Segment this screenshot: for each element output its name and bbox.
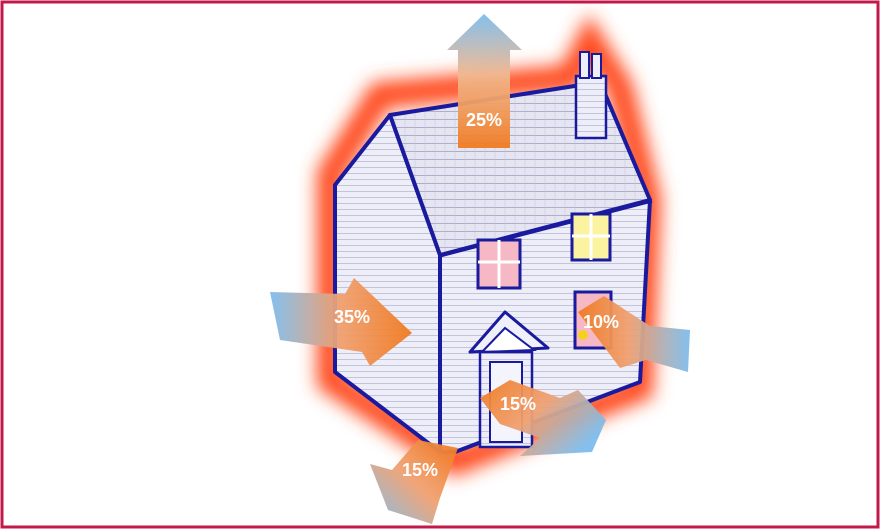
chimney — [574, 51, 608, 140]
label-windows: 10% — [583, 312, 619, 332]
label-doors: 15% — [500, 394, 536, 414]
label-walls: 35% — [334, 307, 370, 327]
gutter — [439, 199, 653, 258]
arrow-floor: 15% — [370, 440, 458, 524]
upper-right-window — [570, 212, 612, 262]
upper-left-window — [476, 238, 522, 290]
label-floor: 15% — [402, 460, 438, 480]
arrow-walls: 35% — [270, 278, 412, 366]
arrow-doors: 15% — [480, 380, 606, 456]
house — [333, 51, 653, 454]
label-roof: 25% — [466, 110, 502, 130]
arrow-roof: 25% — [447, 14, 522, 148]
arrow-windows: 10% — [578, 296, 690, 372]
